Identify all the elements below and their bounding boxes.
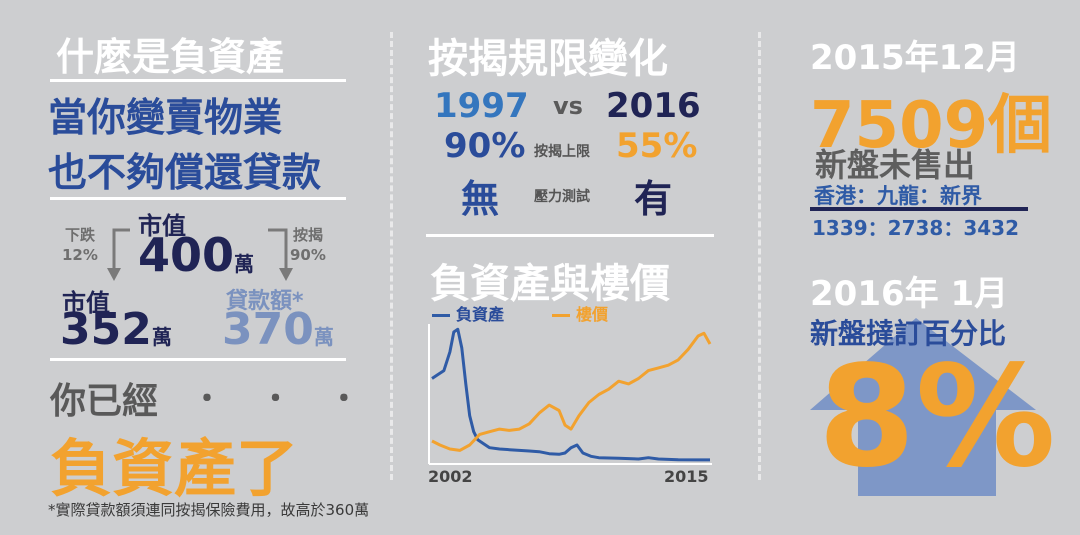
- pct-a: 90%: [444, 126, 526, 166]
- regions-divider: [810, 207, 1028, 211]
- legend-swatch-price: [552, 314, 570, 317]
- divider-left: [390, 32, 393, 480]
- title-underline: [50, 79, 346, 82]
- ellipsis-dots: ・ ・ ・: [192, 382, 373, 417]
- stress-label: 壓力測試: [534, 189, 590, 205]
- unsold-units: 7509個: [810, 89, 1053, 163]
- middle-divider: [426, 234, 714, 237]
- subtitle-line-1: 當你變賣物業: [48, 96, 283, 141]
- drop-label-pct: 12%: [62, 246, 98, 264]
- subtitle-underline: [50, 197, 346, 200]
- has-label: 有: [634, 177, 673, 221]
- region-values: 1339：2738：3432: [812, 216, 1019, 240]
- arrow-down-left-icon: [107, 228, 130, 281]
- legend-label-price: 樓價: [576, 305, 609, 324]
- loan-underline: [50, 358, 346, 361]
- market-value-unit: 萬: [234, 252, 255, 276]
- divider-right: [758, 32, 761, 480]
- market2-label: 市值: [62, 289, 110, 317]
- market2-value-number: 352: [60, 304, 152, 355]
- year-b: 2016: [606, 86, 701, 126]
- year-a: 1997: [434, 86, 529, 126]
- none-label: 無: [461, 177, 500, 221]
- x-tick-2002: 2002: [428, 467, 473, 486]
- chart-title: 負資產與樓價: [430, 261, 670, 307]
- line-chart: [428, 324, 712, 465]
- unsold-label: 新盤未售出: [815, 146, 976, 184]
- legend-item-negative-equity: 負資產: [432, 301, 504, 325]
- drop-label-text: 下跌: [64, 226, 95, 244]
- left-title: 什麼是負資產: [56, 35, 285, 79]
- date-2: 2016年 1月: [810, 274, 1009, 314]
- drop-label: 下跌 12%: [62, 225, 98, 265]
- rate-value: 8%: [818, 336, 1056, 499]
- legend-item-price: 樓價: [552, 301, 608, 325]
- footnote: *實際貸款額須連同按揭保險費用，故高於360萬: [48, 501, 370, 519]
- loan-value-number: 370: [222, 304, 314, 355]
- vs-label: vs: [553, 92, 583, 120]
- series-line-negative-equity: [431, 327, 710, 462]
- market2-value: 352萬: [60, 304, 172, 355]
- loan-label: 貸款額*: [226, 289, 304, 314]
- market-label: 市值: [138, 212, 186, 240]
- market-value: 400萬: [138, 228, 254, 282]
- rate-label: 新盤撻訂百分比: [810, 317, 1007, 350]
- market-value-number: 400: [138, 228, 235, 282]
- negative-equity-text: 負資產了: [50, 432, 299, 505]
- arrow-down-right-icon: [268, 228, 293, 281]
- middle-title: 按揭規限變化: [428, 36, 668, 82]
- loan-value: 370萬: [222, 304, 334, 355]
- you-already: 你已經: [50, 381, 159, 422]
- subtitle-line-2: 也不夠償還貸款: [48, 151, 322, 196]
- pct-b: 55%: [616, 126, 698, 166]
- market2-value-unit: 萬: [151, 325, 172, 349]
- regions-label: 香港：九龍：新界: [814, 184, 982, 208]
- series-line-price: [431, 331, 712, 452]
- ltv-label-pct: 90%: [290, 246, 326, 264]
- ltv-label-text: 按揭: [292, 226, 323, 244]
- ltv-label: 按揭 90%: [290, 225, 326, 265]
- legend-label-negative-equity: 負資產: [456, 305, 505, 324]
- date-1: 2015年12月: [810, 38, 1020, 78]
- x-tick-2015: 2015: [664, 467, 709, 486]
- legend-swatch-negative-equity: [432, 314, 450, 317]
- cap-label: 按揭上限: [534, 144, 590, 160]
- up-arrow-icon: [810, 318, 1036, 496]
- loan-value-unit: 萬: [313, 325, 334, 349]
